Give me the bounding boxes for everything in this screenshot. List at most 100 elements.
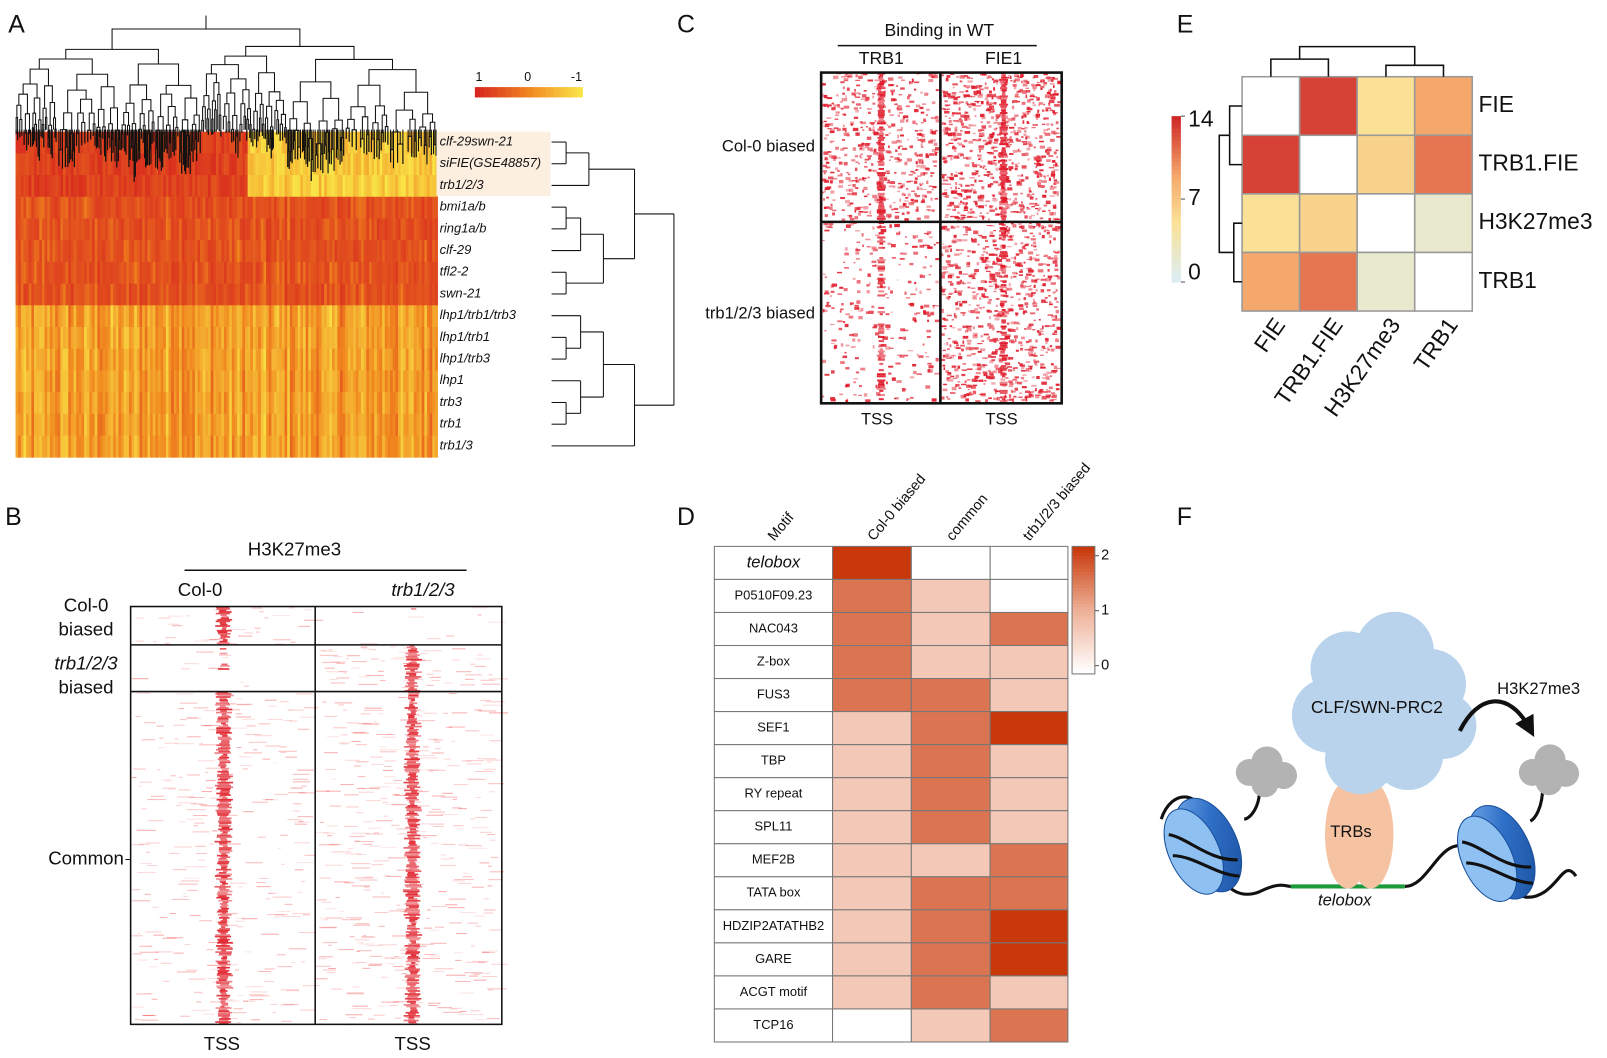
heat-cell <box>229 283 233 306</box>
signal <box>845 130 847 133</box>
heat-cell <box>142 305 146 328</box>
heat-cell <box>292 435 296 458</box>
signal <box>221 713 227 715</box>
signal <box>406 722 422 725</box>
heat-cell <box>110 413 114 436</box>
heat-cell <box>326 370 330 393</box>
signal <box>861 233 864 237</box>
heat-cell <box>413 435 417 458</box>
heat-cell <box>363 196 367 219</box>
signal <box>385 876 402 878</box>
signal <box>217 775 233 778</box>
heat-cell <box>260 261 264 285</box>
signal <box>847 204 852 207</box>
signal <box>220 755 228 757</box>
heat-cell <box>266 218 270 241</box>
heat-cell <box>419 240 423 263</box>
signal <box>876 154 881 157</box>
signal <box>221 739 230 742</box>
heat-cell <box>163 327 167 350</box>
signal <box>387 857 406 859</box>
signal <box>292 781 311 783</box>
dendro-line <box>53 117 57 130</box>
heat-cell <box>363 435 367 458</box>
signal <box>824 276 828 279</box>
signal <box>351 867 371 869</box>
signal <box>891 91 894 96</box>
heat-cell <box>411 370 415 393</box>
heat-cell <box>84 348 88 371</box>
heat-cell <box>416 392 420 415</box>
signal <box>178 776 183 778</box>
heat-cell <box>429 153 433 176</box>
heat-cell <box>107 348 111 371</box>
heat-cell <box>57 218 61 241</box>
signal <box>298 625 311 627</box>
signal <box>889 347 894 349</box>
heat-cell <box>329 413 333 436</box>
heat-cell <box>192 283 196 306</box>
heat-cell <box>94 413 98 436</box>
signal <box>876 141 883 144</box>
heat-cell <box>263 327 267 350</box>
heat-cell <box>136 327 140 350</box>
heat-cell <box>300 131 304 154</box>
dendro-line <box>361 116 369 139</box>
heat-cell <box>221 283 225 306</box>
signal <box>888 132 892 134</box>
heat-cell <box>392 435 396 458</box>
signal <box>384 957 394 959</box>
heat-cell <box>81 240 85 263</box>
heat-cell <box>68 327 72 350</box>
heat-cell <box>242 348 246 371</box>
signal <box>876 209 886 212</box>
heat-cell <box>15 196 19 219</box>
signal <box>823 137 828 140</box>
heat-cell <box>279 175 283 198</box>
heat-cell <box>210 218 214 241</box>
signal <box>408 943 420 946</box>
signal <box>362 967 371 969</box>
signal <box>922 343 925 346</box>
heat-cell <box>403 370 407 393</box>
signal <box>178 883 198 885</box>
colorbar <box>526 87 529 98</box>
heat-cell <box>15 370 19 393</box>
heat-cell <box>334 153 338 176</box>
heat-cell <box>173 175 177 198</box>
signal <box>283 1003 299 1005</box>
heat-cell <box>173 370 177 393</box>
heat-cell <box>231 435 235 458</box>
signal <box>405 655 418 658</box>
heat-cell <box>192 131 196 154</box>
signal <box>441 843 456 846</box>
heat-cell <box>250 283 254 306</box>
heat-cell <box>229 175 233 198</box>
signal <box>878 91 885 94</box>
signal <box>829 122 834 127</box>
signal <box>448 898 466 900</box>
signal <box>169 852 180 854</box>
heat-cell <box>131 218 135 241</box>
heat-cell <box>424 175 428 198</box>
signal <box>399 949 413 951</box>
signal <box>172 625 183 627</box>
signal <box>830 190 835 194</box>
signal <box>295 693 313 695</box>
heat-cell <box>329 175 333 198</box>
heat-cell <box>395 218 399 241</box>
signal <box>931 101 936 105</box>
heat-cell <box>289 196 293 219</box>
heat-cell <box>70 283 74 306</box>
heat-cell <box>371 240 375 263</box>
heat-cell <box>413 218 417 241</box>
signal <box>871 305 875 309</box>
signal <box>354 939 370 941</box>
signal <box>132 1006 145 1008</box>
heat-cell <box>134 261 138 285</box>
heat-cell <box>258 175 262 198</box>
heat-cell <box>318 218 322 241</box>
signal <box>236 703 253 705</box>
signal <box>876 186 886 189</box>
heat-cell <box>155 261 159 285</box>
